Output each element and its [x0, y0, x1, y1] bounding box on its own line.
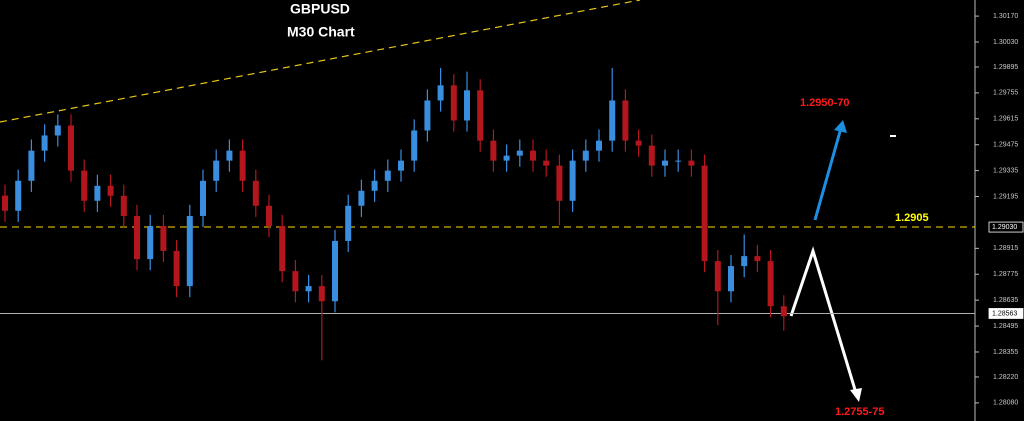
- candle-body: [345, 205, 352, 241]
- down-arrow: [789, 246, 858, 394]
- candle-body: [186, 215, 193, 287]
- candle-body: [622, 100, 629, 141]
- candle-body: [213, 160, 220, 181]
- candle-body: [609, 100, 616, 141]
- candle-body: [160, 225, 167, 251]
- candle-body: [701, 165, 708, 262]
- y-tick-label: 1.30170: [993, 13, 1018, 20]
- candle-body: [503, 155, 510, 161]
- y-tick-label: 1.28080: [993, 400, 1018, 407]
- candle-body: [226, 150, 233, 161]
- chart-subtitle: M30 Chart: [287, 24, 355, 40]
- candle-body: [556, 165, 563, 201]
- down-arrowhead: [850, 388, 862, 402]
- candle-body: [582, 150, 589, 161]
- candle-body: [780, 306, 787, 317]
- candle-body: [450, 85, 457, 121]
- candle-body: [371, 180, 378, 191]
- candle-body: [424, 100, 431, 131]
- up-arrow: [813, 127, 843, 221]
- trend-line: [0, 0, 641, 123]
- y-tick-label: 1.29195: [993, 193, 1018, 200]
- candle-body: [81, 170, 88, 201]
- candle-body: [252, 180, 259, 206]
- candle-body: [28, 150, 35, 181]
- y-tick-label: 1.28220: [993, 374, 1018, 381]
- candle-body: [94, 185, 101, 201]
- up-arrowhead: [834, 120, 847, 133]
- candle-body: [596, 140, 602, 151]
- candle-body: [675, 160, 682, 162]
- price-box: [988, 221, 1024, 233]
- candle-body: [2, 195, 8, 211]
- candle-body: [516, 150, 523, 156]
- candle-body: [134, 215, 140, 260]
- candle-body: [292, 271, 299, 292]
- candle-body: [477, 90, 484, 141]
- candle-body: [384, 170, 391, 181]
- candle-body: [635, 140, 642, 146]
- y-tick-label: 1.30030: [993, 39, 1018, 46]
- candle-body: [437, 85, 444, 101]
- candle-body: [358, 190, 365, 206]
- chart-title: GBPUSD: [290, 1, 350, 17]
- level-label: 1.2905: [895, 212, 929, 224]
- candle-body: [239, 150, 246, 181]
- candle-body: [728, 266, 734, 292]
- candle-body: [662, 160, 668, 166]
- candle-body: [41, 135, 48, 151]
- y-tick-label: 1.29895: [993, 64, 1018, 71]
- candle-body: [648, 145, 655, 166]
- candle-body: [530, 150, 536, 161]
- candle-body: [741, 256, 748, 267]
- y-tick-label: 1.29615: [993, 116, 1018, 123]
- candle-body: [147, 225, 154, 260]
- candle-body: [767, 261, 774, 307]
- y-tick-label: 1.29755: [993, 90, 1018, 97]
- candle-body: [266, 205, 272, 226]
- candle-body: [543, 160, 550, 166]
- candle-body: [120, 195, 127, 216]
- target-down: 1.2755-75: [835, 406, 885, 418]
- candle-body: [15, 180, 22, 211]
- candle-body: [279, 225, 286, 272]
- price-box-label: 1.29030: [992, 224, 1017, 231]
- y-tick-label: 1.28495: [993, 323, 1018, 330]
- candle-body: [68, 125, 74, 171]
- candle-body: [107, 185, 114, 196]
- y-tick-label: 1.28775: [993, 271, 1018, 278]
- candle-body: [318, 286, 325, 302]
- y-tick-label: 1.28635: [993, 297, 1018, 304]
- candle-body: [464, 90, 470, 121]
- candle-body: [54, 125, 61, 136]
- target-up: 1.2950-70: [800, 97, 850, 109]
- y-tick-label: 1.29475: [993, 142, 1018, 149]
- candle-body: [714, 261, 721, 292]
- candle-body: [200, 180, 206, 216]
- candle-body: [490, 140, 497, 161]
- y-tick-label: 1.28915: [993, 245, 1018, 252]
- price-box-label: 1.28563: [992, 310, 1017, 317]
- price-box: [988, 308, 1024, 319]
- candle-body: [332, 240, 338, 302]
- candle-body: [305, 286, 312, 292]
- y-tick-label: 1.29335: [993, 167, 1018, 174]
- candle-body: [754, 256, 761, 262]
- candle-body: [398, 160, 404, 171]
- candle-body: [411, 130, 418, 161]
- candle-body: [173, 250, 180, 287]
- y-tick-label: 1.28355: [993, 349, 1018, 356]
- candle-body: [569, 160, 576, 201]
- candle-body: [688, 160, 695, 166]
